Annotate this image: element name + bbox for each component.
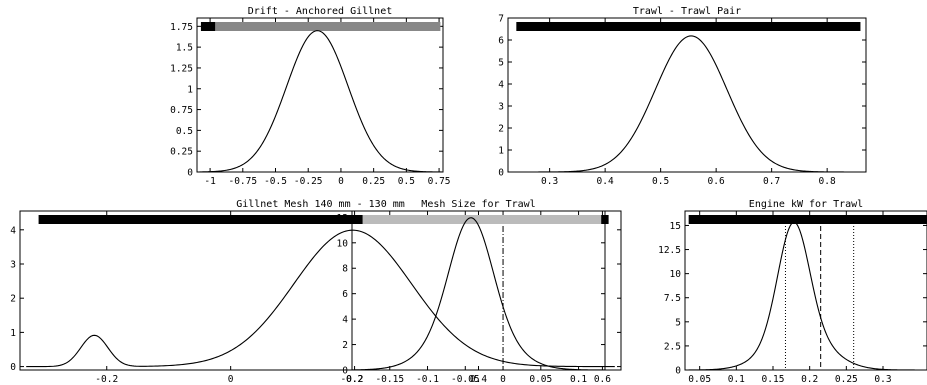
- x-tick-label: -0.75: [228, 176, 257, 187]
- density-curve: [351, 217, 605, 371]
- y-tick-label: 0: [187, 168, 193, 179]
- x-tick-label: 0.2: [346, 374, 363, 385]
- x-tick-label: 0.05: [529, 374, 552, 385]
- x-tick-label: -0.5: [264, 176, 287, 187]
- range-bar-segment: [38, 215, 609, 224]
- y-tick-label: 1.75: [170, 22, 193, 33]
- x-tick-label: 0.5: [398, 176, 415, 187]
- x-tick-label: 0.3: [541, 176, 558, 187]
- x-tick-label: -0.1: [416, 374, 439, 385]
- x-tick-label: 0.1: [728, 374, 745, 385]
- chart-title: Drift - Anchored Gillnet: [248, 6, 393, 17]
- chart-panel-1: Drift - Anchored Gillnet -1 -0.75 -0.5 -0.25…: [170, 6, 450, 187]
- x-tick-label: 0.25: [835, 374, 858, 385]
- y-tick-label: 0: [10, 362, 16, 373]
- range-bar-segment: [688, 215, 927, 224]
- x-tick-label: 0.1: [570, 374, 587, 385]
- y-tick-label: 7.5: [664, 293, 681, 304]
- plot-frame: [507, 17, 867, 173]
- x-tick-label: 0.6: [594, 374, 611, 385]
- y-tick-label: 4: [342, 315, 348, 326]
- x-tick-label: 0.05: [688, 374, 711, 385]
- y-tick-label: 4: [10, 225, 16, 236]
- chart-panel-3: Gillnet Mesh 140 mm - 130 mm-0.2 0 0.2 0.4 0…: [10, 199, 622, 385]
- y-tick-label: 1: [10, 328, 16, 339]
- plot-frame: [196, 17, 444, 173]
- x-tick-label: 0.2: [801, 374, 818, 385]
- x-tick-label: -0.05: [451, 374, 480, 385]
- density-curve: [199, 30, 442, 173]
- range-bar-segment: [362, 215, 602, 224]
- range-bar-segment: [215, 22, 441, 31]
- y-tick-label: 12: [337, 213, 348, 224]
- x-tick-label: 0.4: [597, 176, 614, 187]
- y-tick-label: 0: [675, 366, 681, 377]
- y-tick-label: 3: [10, 260, 16, 271]
- chart-panel-4: Mesh Size for Trawl-0.2 -0.15 -0.1 -0.05 0 0.…: [337, 199, 606, 385]
- density-curve: [688, 221, 927, 371]
- x-tick-label: -0.2: [95, 374, 118, 385]
- x-tick-label: 0.6: [708, 176, 725, 187]
- x-tick-label: 0.3: [874, 374, 891, 385]
- chart-title: Engine kW for Trawl: [749, 199, 863, 210]
- y-tick-label: 1.25: [170, 63, 193, 74]
- density-curve: [26, 229, 615, 368]
- x-tick-label: 0: [500, 374, 506, 385]
- x-tick-label: 0.7: [763, 176, 780, 187]
- x-tick-label: -0.15: [375, 374, 404, 385]
- x-tick-label: 0.15: [762, 374, 785, 385]
- chart-title: Gillnet Mesh 140 mm - 130 mm: [236, 199, 405, 210]
- y-tick-label: 15: [670, 221, 681, 232]
- y-tick-label: 0.75: [170, 105, 193, 116]
- range-bar-segment: [200, 22, 216, 31]
- y-tick-label: 10: [337, 238, 349, 249]
- y-tick-label: 3: [498, 102, 504, 113]
- chart-title: Trawl - Trawl Pair: [633, 6, 741, 17]
- x-tick-label: -0.25: [294, 176, 323, 187]
- y-tick-label: 4: [498, 80, 504, 91]
- y-tick-label: 7: [498, 14, 504, 25]
- y-tick-label: 0.25: [170, 147, 193, 158]
- y-tick-label: 12.5: [658, 245, 681, 256]
- plot-frame: [351, 210, 606, 371]
- range-bar-segment: [516, 22, 861, 31]
- y-tick-label: 5: [675, 317, 681, 328]
- y-tick-label: 0.5: [176, 126, 193, 137]
- range-bar-segment: [357, 215, 363, 224]
- x-tick-label: -1: [204, 176, 216, 187]
- y-tick-label: 8: [342, 264, 348, 275]
- y-tick-label: 10: [670, 269, 682, 280]
- plot-frame: [19, 210, 622, 371]
- y-tick-label: 1: [498, 146, 504, 157]
- x-tick-label: 0: [338, 176, 344, 187]
- chart-panel-2: Trawl - Trawl Pair 0.3 0.4 0.5 0.6 0.7 0.8 0 1 2 3…: [498, 6, 867, 187]
- x-tick-label: 0: [228, 374, 234, 385]
- x-tick-label: 0.25: [362, 176, 385, 187]
- chart-panel-5: Engine kW for Trawl 0.05 0.1 0.15 0.2 0.25 0.3…: [658, 199, 927, 385]
- y-tick-label: 1: [187, 84, 193, 95]
- x-tick-label: 0.75: [428, 176, 451, 187]
- density-curve: [510, 35, 864, 173]
- y-tick-label: 6: [498, 36, 504, 47]
- plot-frame: [684, 210, 927, 371]
- y-tick-label: 6: [342, 289, 348, 300]
- y-tick-label: 0: [498, 168, 504, 179]
- y-tick-label: 5: [498, 58, 504, 69]
- y-tick-label: 2.5: [664, 341, 681, 352]
- y-tick-label: 2: [342, 340, 348, 351]
- y-tick-label: 1.5: [176, 43, 193, 54]
- y-tick-label: 2: [498, 124, 504, 135]
- x-tick-label: 0.4: [470, 374, 487, 385]
- x-tick-label: 0.5: [652, 176, 669, 187]
- y-tick-label: 0: [342, 366, 348, 377]
- y-tick-label: 2: [10, 294, 16, 305]
- chart-title: Mesh Size for Trawl: [421, 199, 535, 210]
- x-tick-label: 0.8: [819, 176, 836, 187]
- x-tick-label: -0.2: [341, 374, 364, 385]
